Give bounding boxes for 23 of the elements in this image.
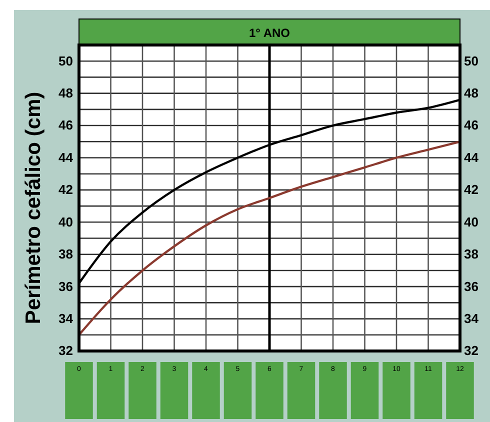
y2-tick-label: 32 xyxy=(464,343,478,358)
y2-tick-label: 48 xyxy=(464,85,478,100)
y-tick-label: 50 xyxy=(58,53,73,68)
y2-tick-label: 34 xyxy=(464,310,480,326)
y-tick-label: 48 xyxy=(58,85,73,100)
y-tick-label: 34 xyxy=(58,310,74,326)
y-tick-label: 40 xyxy=(58,214,73,230)
y-tick-label: 38 xyxy=(58,246,73,262)
y2-tick-label: 38 xyxy=(464,246,478,262)
y2-tick-label: 36 xyxy=(464,278,478,294)
y2-tick-label: 44 xyxy=(464,150,480,165)
y-tick-label: 36 xyxy=(58,278,73,294)
line-series xyxy=(78,140,462,336)
y-tick-label: 44 xyxy=(58,150,74,165)
y-axis-title: Perímetro cefálico (cm) xyxy=(22,92,45,324)
y-tick-label: 42 xyxy=(58,182,73,198)
y2-tick-label: 42 xyxy=(464,182,478,198)
y-tick-label: 46 xyxy=(58,118,73,133)
y2-tick-label: 50 xyxy=(464,53,478,68)
y2-tick-label: 46 xyxy=(464,118,478,133)
chart-title: 1° ANO xyxy=(248,26,290,40)
y-tick-label: 32 xyxy=(58,343,73,358)
y2-tick-label: 40 xyxy=(464,214,478,230)
